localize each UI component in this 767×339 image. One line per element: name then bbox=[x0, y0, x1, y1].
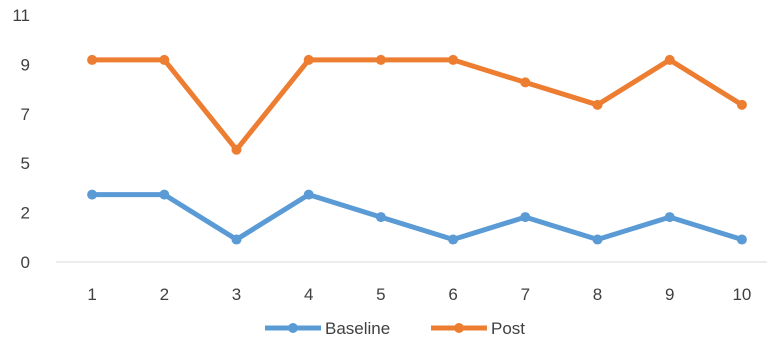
legend-item-post: Post bbox=[431, 319, 525, 338]
data-point-post bbox=[375, 54, 386, 65]
x-tick-label: 10 bbox=[732, 285, 751, 304]
y-tick-label: 2 bbox=[21, 204, 30, 223]
data-point-post bbox=[520, 77, 531, 88]
y-tick-label: 7 bbox=[21, 105, 30, 124]
y-tick-label: 11 bbox=[12, 6, 30, 25]
data-point-baseline bbox=[592, 234, 603, 245]
data-point-post bbox=[592, 99, 603, 110]
data-point-post bbox=[303, 54, 314, 65]
y-tick-label: 9 bbox=[21, 55, 30, 74]
y-tick-label: 5 bbox=[21, 154, 30, 173]
x-tick-label: 8 bbox=[593, 285, 602, 304]
data-point-post bbox=[736, 99, 747, 110]
data-point-baseline bbox=[231, 234, 242, 245]
y-tick-label: 0 bbox=[21, 253, 30, 272]
legend-label-baseline: Baseline bbox=[325, 319, 390, 338]
series-line-baseline bbox=[89, 192, 745, 242]
legend-marker-baseline bbox=[288, 323, 298, 333]
data-point-baseline bbox=[159, 189, 170, 200]
series-line-post bbox=[89, 57, 745, 153]
x-axis-tick-labels: 1 2 3 4 5 6 7 8 9 10 bbox=[87, 285, 751, 304]
data-point-baseline bbox=[375, 212, 386, 223]
legend-item-baseline: Baseline bbox=[265, 319, 390, 338]
data-point-post bbox=[87, 54, 98, 65]
data-point-baseline bbox=[520, 212, 531, 223]
data-point-post bbox=[159, 54, 170, 65]
x-tick-label: 9 bbox=[665, 285, 674, 304]
x-tick-label: 7 bbox=[521, 285, 530, 304]
data-point-baseline bbox=[448, 234, 459, 245]
data-point-post bbox=[448, 54, 459, 65]
data-point-baseline bbox=[87, 189, 98, 200]
series-baseline bbox=[87, 189, 747, 245]
data-point-baseline bbox=[736, 234, 747, 245]
series-group bbox=[87, 54, 747, 245]
x-tick-label: 5 bbox=[376, 285, 385, 304]
x-tick-label: 4 bbox=[304, 285, 313, 304]
legend-marker-post bbox=[454, 323, 464, 333]
x-tick-label: 1 bbox=[87, 285, 96, 304]
data-point-post bbox=[231, 144, 242, 155]
x-tick-label: 6 bbox=[448, 285, 457, 304]
legend: Baseline Post bbox=[265, 319, 525, 338]
data-point-baseline bbox=[303, 189, 314, 200]
data-point-baseline bbox=[664, 212, 675, 223]
x-tick-label: 2 bbox=[160, 285, 169, 304]
data-point-post bbox=[664, 54, 675, 65]
series-post bbox=[87, 54, 747, 155]
x-tick-label: 3 bbox=[232, 285, 241, 304]
y-axis-tick-labels: 0 2 5 7 9 11 bbox=[12, 6, 30, 272]
legend-label-post: Post bbox=[491, 319, 525, 338]
